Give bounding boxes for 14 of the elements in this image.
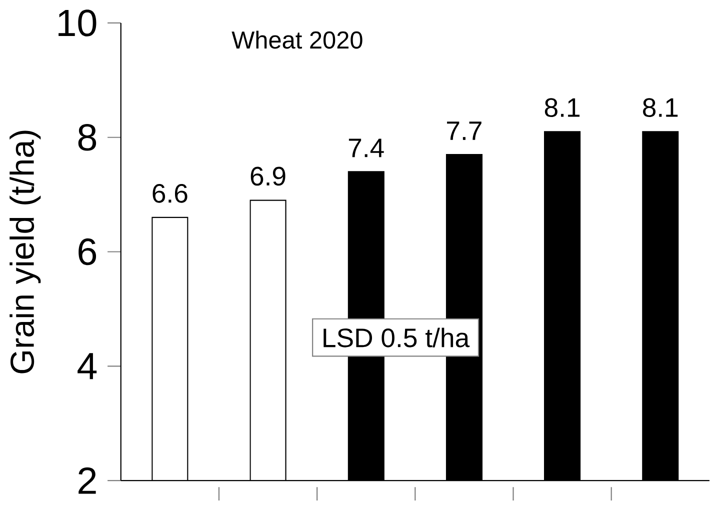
y-tick-label: 10: [58, 9, 96, 36]
data-label: 8.1: [544, 98, 580, 117]
y-tick-label: 8: [78, 124, 96, 151]
data-label: 7.7: [447, 121, 482, 140]
y-tick-label: 4: [78, 352, 97, 379]
data-label: 6.9: [250, 166, 286, 186]
annotation: LSD 0.5 t/ha: [324, 328, 470, 348]
y-axis-title: Grain yield (t/ha): [10, 130, 41, 374]
data-label: 6.6: [152, 184, 188, 203]
y-tick-label: 2: [78, 467, 96, 494]
data-label: 8.1: [643, 98, 678, 117]
data-label: 7.4: [348, 138, 384, 157]
y-tick-label: 6: [78, 238, 96, 265]
chart-title: Wheat 2020: [232, 30, 362, 49]
